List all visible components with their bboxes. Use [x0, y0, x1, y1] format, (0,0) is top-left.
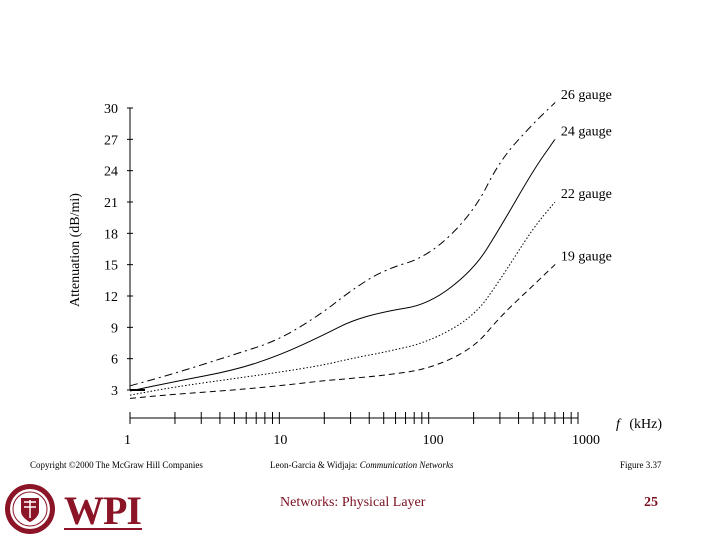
citation: Leon-Garcia & Widjaja: Communication Net… [270, 460, 453, 470]
series-label: 24 gauge [561, 124, 612, 139]
y-tick-label: 6 [111, 353, 118, 368]
y-tick-label: 18 [104, 227, 118, 242]
x-tick-label: 1 [124, 433, 131, 448]
series-line-24-gauge [129, 138, 556, 392]
x-axis-unit: (kHz) [629, 417, 662, 432]
series-label: 26 gauge [561, 88, 612, 103]
y-axis: 3 6 9 12 15 18 21 24 27 30 [104, 102, 145, 399]
series-line-19-gauge [129, 264, 556, 399]
y-tick-label: 15 [104, 259, 118, 274]
figure-number: Figure 3.37 [620, 460, 662, 470]
x-tick-label: 10 [273, 433, 287, 448]
citation-book: Communication Networks [359, 460, 454, 470]
x-axis-symbol: f [616, 417, 622, 432]
x-tick-label: 1000 [572, 433, 600, 448]
series-line-26-gauge [129, 102, 556, 387]
copyright-text: Copyright ©2000 The McGraw Hill Companie… [30, 460, 203, 470]
y-tick-label: 30 [104, 102, 118, 117]
x-axis-title: f (kHz) [616, 417, 662, 432]
seal-icon [5, 484, 55, 534]
y-tick-label: 21 [104, 196, 118, 211]
series-line-22-gauge [129, 201, 556, 396]
series-group: 26 gauge 24 gauge 22 gauge 19 gauge [129, 88, 612, 399]
y-tick-label: 9 [111, 321, 118, 336]
y-axis-title: Attenuation (dB/mi) [68, 193, 83, 307]
wpi-logo: WPI [5, 484, 142, 534]
slide-number: 25 [644, 495, 658, 510]
x-axis: 1 10 100 1000 [124, 412, 600, 448]
y-tick-label: 27 [104, 133, 118, 148]
y-tick-label: 12 [104, 290, 118, 305]
slide-title: Networks: Physical Layer [280, 495, 426, 510]
series-label: 19 gauge [561, 250, 612, 265]
x-tick-label: 100 [423, 433, 444, 448]
y-tick-label: 24 [104, 165, 118, 180]
logo-wordmark: WPI [64, 488, 141, 533]
citation-authors: Leon-Garcia & Widjaja: [270, 460, 358, 470]
series-label: 22 gauge [561, 187, 612, 202]
y-tick-label: 3 [111, 384, 118, 399]
